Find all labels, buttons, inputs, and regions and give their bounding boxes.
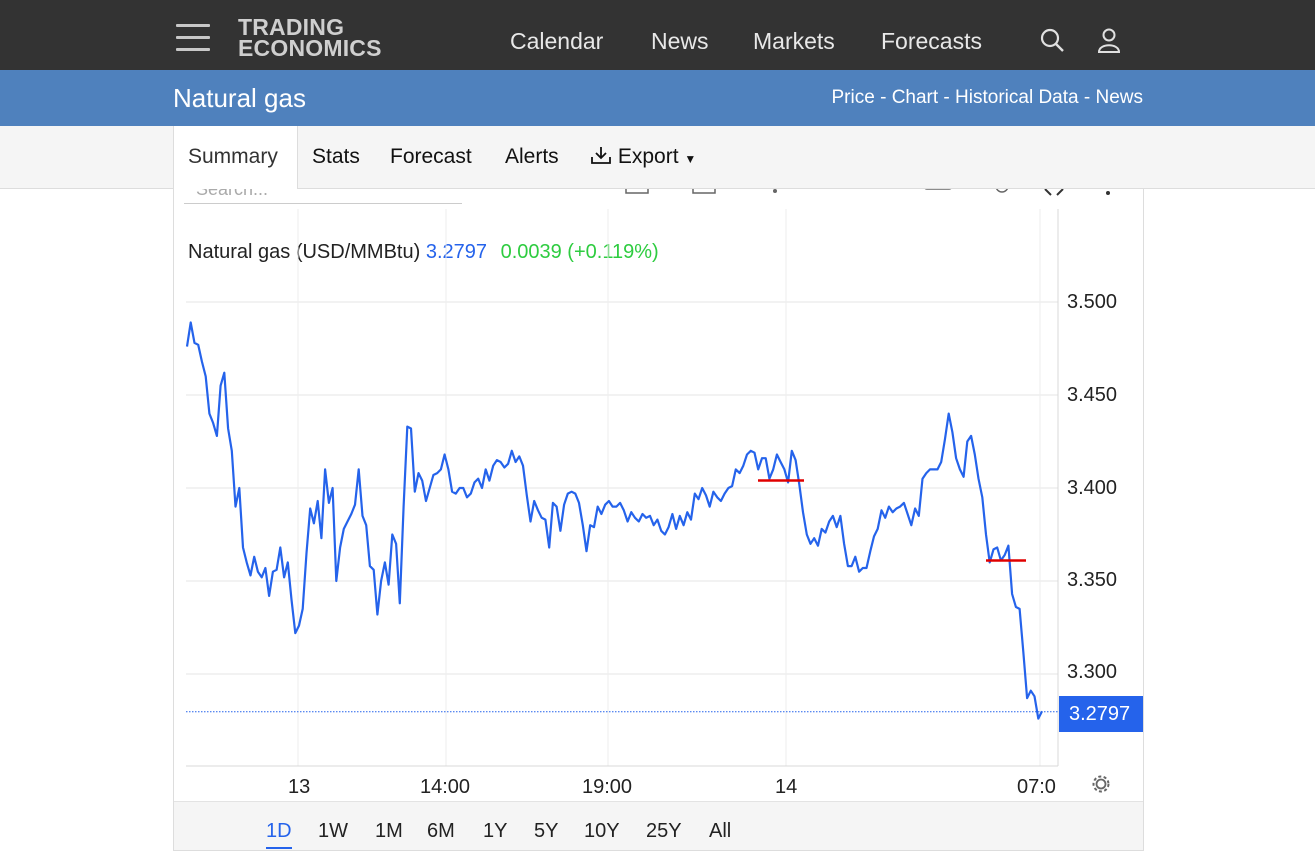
instrument-header: Natural gas Price - Chart - Historical D… — [0, 70, 1315, 126]
more-icon[interactable] — [1106, 191, 1110, 195]
link-separator: - — [1078, 87, 1096, 108]
range-1d[interactable]: 1D — [266, 820, 292, 849]
toolbar-icon[interactable] — [625, 189, 649, 194]
tab-alerts[interactable]: Alerts — [505, 145, 559, 168]
logo-line-1: TRADING — [238, 14, 345, 40]
link-separator: - — [874, 87, 892, 108]
price-line-chart[interactable] — [174, 189, 1143, 801]
range-1w[interactable]: 1W — [318, 820, 348, 842]
series-line-natural-gas — [185, 321, 1043, 720]
trading-economics-logo[interactable]: TRADING ECONOMICS — [238, 14, 382, 61]
range-1y[interactable]: 1Y — [483, 820, 508, 842]
current-price: 3.2797 — [425, 241, 488, 263]
tab-summary[interactable]: Summary — [173, 126, 298, 189]
export-label: Export — [617, 145, 679, 168]
y-tick-label: 3.400 — [1067, 477, 1118, 499]
x-tick-label: 13 — [288, 776, 311, 798]
chart-panel: Search... Natural gas (USD/MMBtu) 3.2797… — [173, 189, 1144, 851]
y-tick-label: 3.350 — [1067, 569, 1118, 591]
chart-legend: Natural gas (USD/MMBtu) 3.2797 0.0039 (+… — [188, 241, 659, 264]
link-price[interactable]: Price — [831, 87, 875, 108]
nav-news[interactable]: News — [651, 28, 709, 54]
nav-forecasts[interactable]: Forecasts — [881, 28, 982, 54]
export-dropdown[interactable]: Export ▼ — [590, 145, 696, 169]
nav-calendar[interactable]: Calendar — [510, 28, 604, 54]
x-tick-label: 07:0 — [1017, 776, 1056, 798]
range-selector: 1D 1W 1M 6M 1Y 5Y 10Y 25Y All — [174, 801, 1143, 850]
top-navbar: TRADING ECONOMICS Calendar News Markets … — [0, 0, 1315, 70]
price-change: 0.0039 (+0.119%) — [500, 241, 659, 263]
y-tick-label: 3.500 — [1067, 291, 1118, 313]
section-links: Price - Chart - Historical Data - News — [832, 87, 1144, 109]
link-historical-data[interactable]: Historical Data — [955, 87, 1079, 108]
range-1m[interactable]: 1M — [375, 820, 403, 842]
chart-toolbar-stub — [625, 189, 1110, 196]
x-tick-label: 19:00 — [582, 776, 633, 798]
range-10y[interactable]: 10Y — [584, 820, 620, 842]
range-all[interactable]: All — [709, 820, 732, 842]
tab-forecast[interactable]: Forecast — [390, 145, 472, 168]
search-icon[interactable] — [1038, 26, 1066, 54]
toolbar-icon[interactable] — [995, 189, 1009, 193]
toolbar-icon[interactable] — [692, 189, 716, 194]
link-separator: - — [938, 87, 956, 108]
y-tick-label: 3.450 — [1067, 384, 1118, 406]
chart-search-input[interactable]: Search... — [184, 189, 462, 204]
caret-down-icon: ▼ — [684, 152, 697, 166]
instrument-name: Natural gas (USD/MMBtu) — [188, 241, 421, 263]
range-5y[interactable]: 5Y — [534, 820, 559, 842]
download-icon — [591, 147, 611, 164]
tab-stats[interactable]: Stats — [312, 145, 360, 168]
x-tick-label: 14:00 — [420, 776, 471, 798]
user-account-icon[interactable] — [1095, 26, 1123, 54]
fullscreen-icon[interactable] — [1044, 189, 1064, 196]
toolbar-icon[interactable] — [773, 189, 777, 193]
logo-line-2: ECONOMICS — [238, 35, 382, 61]
nav-markets[interactable]: Markets — [753, 28, 835, 54]
range-6m[interactable]: 6M — [427, 820, 455, 842]
page-title: Natural gas — [173, 83, 306, 113]
last-price-tag: 3.2797 — [1059, 696, 1143, 732]
link-news[interactable]: News — [1095, 87, 1143, 108]
range-25y[interactable]: 25Y — [646, 820, 682, 842]
x-tick-label: 14 — [775, 776, 798, 798]
y-tick-label: 3.300 — [1067, 661, 1118, 683]
hamburger-menu-icon[interactable] — [176, 24, 210, 52]
link-chart[interactable]: Chart — [891, 87, 939, 108]
chart-settings-gear-icon[interactable] — [1089, 772, 1113, 796]
tab-bar: Summary Stats Forecast Alerts Export ▼ — [0, 126, 1315, 189]
